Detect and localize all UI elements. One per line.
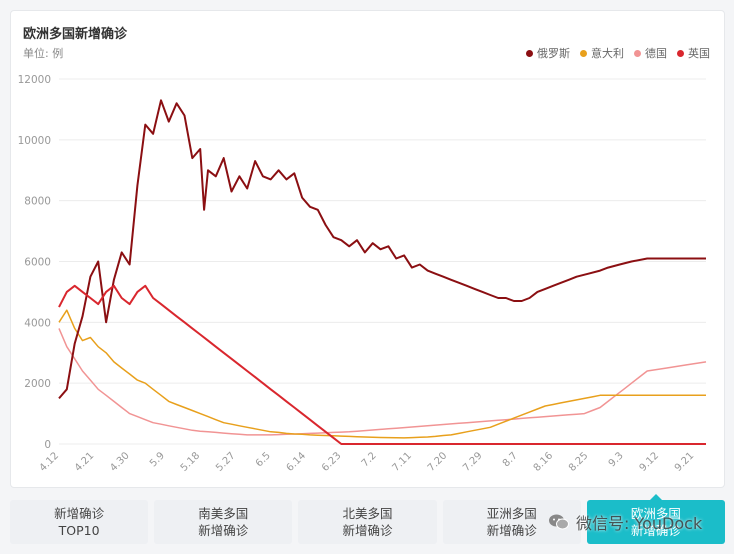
legend: 俄罗斯 意大利 德国 英国 (526, 45, 710, 61)
y-tick-label: 12000 (18, 74, 51, 86)
x-tick-label: 7.20 (426, 450, 450, 474)
legend-label-germany: 德国 (645, 47, 667, 60)
tab-north-america-line1: 北美多国 (342, 506, 393, 521)
tab-top10[interactable]: 新增确诊 TOP10 (10, 500, 149, 544)
legend-item-italy[interactable]: 意大利 (580, 45, 624, 61)
x-tick-label: 9.3 (607, 450, 626, 469)
x-tick-label: 6.5 (254, 450, 273, 469)
chart-title: 欧洲多国新增确诊 (23, 27, 128, 42)
watermark-text: 微信号: YouDock (576, 514, 703, 533)
series-line-1 (58, 309, 706, 439)
tab-north-america-line2: 新增确诊 (342, 523, 393, 538)
wechat-icon (549, 514, 569, 530)
tab-asia-line2: 新增确诊 (486, 523, 537, 538)
watermark: 微信号: YouDock (548, 510, 702, 534)
legend-marker-uk (677, 49, 684, 57)
y-tick-label: 8000 (24, 196, 51, 208)
x-tick-label: 4.12 (38, 450, 62, 474)
tab-top10-line2: TOP10 (58, 523, 100, 538)
unit-label: 单位: 例 (23, 47, 64, 60)
series-line-2 (58, 328, 707, 436)
tab-top10-line1: 新增确诊 (54, 506, 105, 521)
x-tick-label: 9.21 (673, 450, 697, 474)
legend-marker-germany (634, 49, 641, 57)
x-tick-label: 4.30 (108, 450, 132, 474)
legend-item-germany[interactable]: 德国 (634, 45, 667, 61)
x-tick-label: 5.18 (179, 450, 203, 474)
y-tick-label: 10000 (18, 135, 51, 147)
x-tick-label: 8.7 (501, 450, 520, 469)
x-tick-label: 7.29 (461, 450, 485, 474)
legend-label-russia: 俄罗斯 (537, 47, 570, 60)
x-tick-label: 5.27 (214, 450, 238, 474)
series-line-0 (58, 99, 706, 400)
legend-marker-italy (580, 49, 587, 57)
tab-europe-line2: 新增确诊 (630, 523, 681, 538)
line-chart: 0 2000 4000 6000 8000 10000 12000 4.12 4.21 4.30 5… (18, 74, 707, 474)
y-tick-label: 6000 (24, 257, 51, 269)
tab-europe-line1: 欧洲多国 (630, 506, 681, 521)
x-tick-label: 8.25 (567, 450, 591, 474)
x-tick-label: 9.12 (638, 450, 662, 474)
y-tick-label: 2000 (24, 378, 51, 390)
chart-card: 欧洲多国新增确诊 单位: 例 俄罗斯 意大利 德国 英国 0 2000 4000 60… (10, 10, 725, 488)
y-tick-label: 0 (44, 439, 51, 451)
series-line-3 (58, 284, 706, 445)
x-tick-label: 6.23 (320, 450, 344, 474)
tab-asia-line1: 亚洲多国 (486, 506, 537, 521)
region-tabs: 新增确诊 TOP10 南美多国 新增确诊 北美多国 新增确诊 亚洲多国 新增确诊… (10, 494, 726, 544)
legend-item-uk[interactable]: 英国 (677, 45, 710, 61)
x-tick-label: 5.9 (148, 450, 167, 469)
legend-marker-russia (526, 49, 533, 57)
legend-label-uk: 英国 (688, 47, 710, 60)
tab-south-america-line2: 新增确诊 (198, 523, 249, 538)
tab-north-america[interactable]: 北美多国 新增确诊 (298, 500, 437, 544)
x-tick-label: 8.16 (532, 450, 556, 474)
x-tick-label: 6.14 (285, 450, 309, 474)
x-tick-label: 4.21 (73, 450, 97, 474)
legend-item-russia[interactable]: 俄罗斯 (526, 45, 570, 61)
y-tick-label: 4000 (24, 317, 51, 329)
x-tick-label: 7.11 (391, 450, 415, 474)
tab-europe[interactable]: 欧洲多国 新增确诊 (586, 494, 726, 544)
legend-label-italy: 意大利 (591, 47, 624, 60)
tab-south-america[interactable]: 南美多国 新增确诊 (154, 500, 293, 544)
tab-south-america-line1: 南美多国 (198, 506, 249, 521)
x-tick-label: 7.2 (360, 450, 379, 469)
